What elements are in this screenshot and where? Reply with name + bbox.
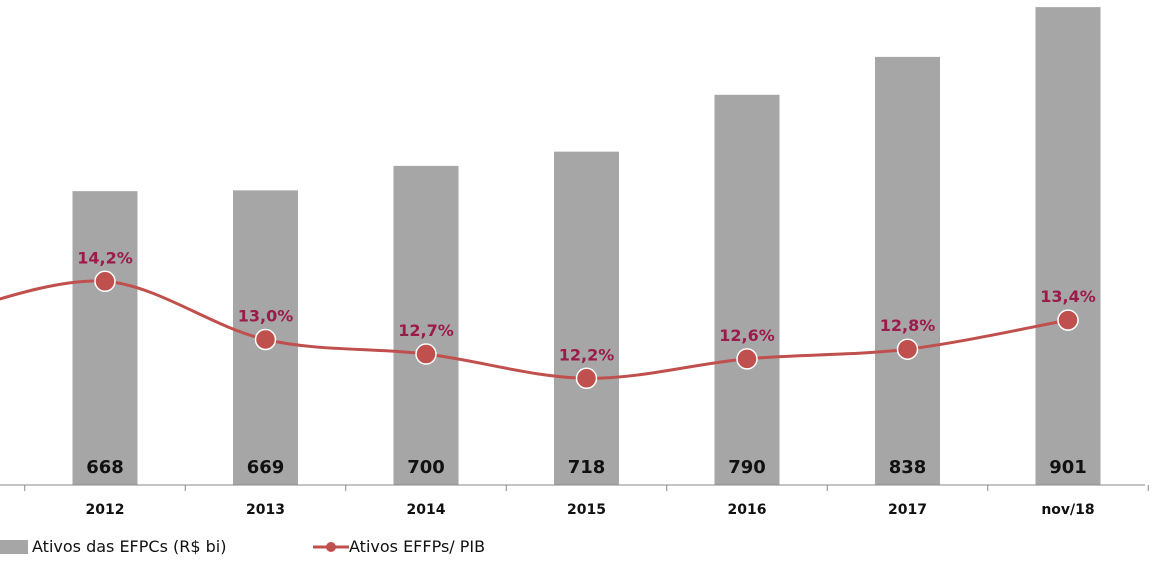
bar-value-label: 668 <box>86 457 124 478</box>
bar-2016 <box>714 94 780 486</box>
line-value-label: 12,8% <box>880 316 936 335</box>
line-point-nov/18 <box>1057 309 1079 331</box>
line-value-label: 13,4% <box>1040 287 1096 306</box>
legend-bar-swatch <box>0 539 28 554</box>
x-tick-label: 2012 <box>86 502 125 518</box>
bar-value-label: 790 <box>728 457 766 478</box>
bar-nov/18 <box>1035 7 1101 485</box>
x-ticks: 2012 2013 2014 2015 2016 2017 nov/18 <box>24 485 1149 518</box>
x-tick-label: nov/18 <box>1041 502 1094 518</box>
bar-2017 <box>875 56 940 486</box>
legend-label-line: Ativos EFFPs/ PIB <box>349 537 486 556</box>
x-tick-label: 2016 <box>728 502 767 518</box>
line-point-2012 <box>94 270 116 293</box>
line-value-label: 13,0% <box>238 307 294 326</box>
bars: 668 669 700 718 790 838 901 <box>72 7 1101 486</box>
bar-value-label: 669 <box>247 457 285 478</box>
line-value-label: 12,2% <box>559 345 615 364</box>
bar-value-label: 901 <box>1049 457 1087 478</box>
line-point-2016 <box>736 348 758 370</box>
x-tick-label: 2013 <box>246 502 285 518</box>
legend-item-line: Ativos EFFPs/ PIB <box>313 537 485 556</box>
line-point-2017 <box>896 338 919 360</box>
x-tick-label: 2014 <box>407 502 446 518</box>
bar-2014 <box>393 165 459 485</box>
legend-line-swatch <box>313 541 349 552</box>
bar-value-label: 838 <box>889 457 927 478</box>
series-line-ativos-pib <box>0 279 1069 380</box>
bar-2012 <box>72 191 138 485</box>
bar-2015 <box>554 151 619 485</box>
x-tick-label: 2015 <box>567 502 606 518</box>
bar-value-label: 700 <box>407 457 445 478</box>
line-point-2014 <box>415 343 437 365</box>
legend-label-bar: Ativos das EFPCs (R$ bi) <box>32 537 227 556</box>
line-point-2013 <box>254 328 277 351</box>
line-value-label: 14,2% <box>77 248 133 267</box>
line-value-label: 12,6% <box>719 326 775 345</box>
x-tick-label: 2017 <box>888 502 927 518</box>
bar-value-label: 718 <box>568 457 606 478</box>
line-value-label: 12,7% <box>398 321 454 340</box>
points: 14,2% 13,0% 12,7% 12,2% 12,6% 12,8% 13,4% <box>77 248 1096 390</box>
legend-item-bar: Ativos das EFPCs (R$ bi) <box>0 537 226 556</box>
line-point-2015 <box>575 367 598 390</box>
